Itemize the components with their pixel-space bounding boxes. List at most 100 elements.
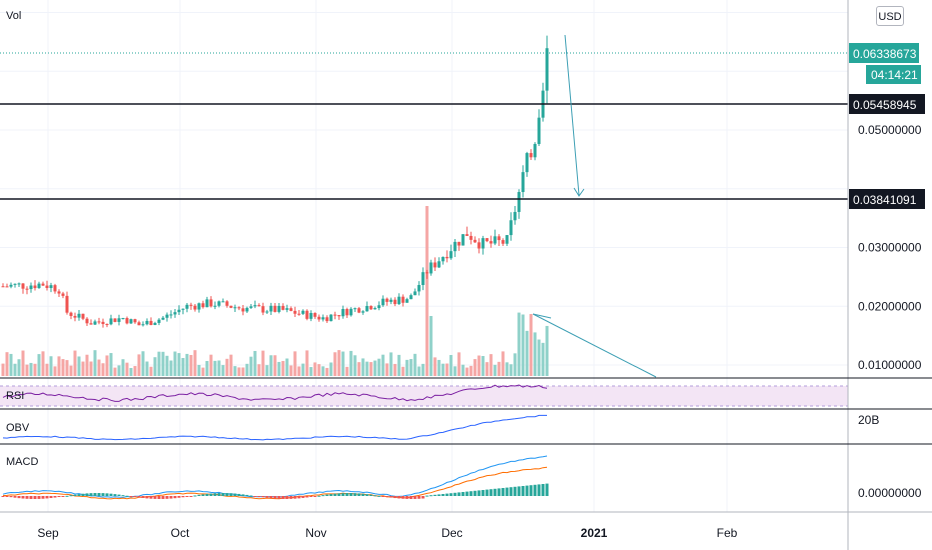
macd-histogram-bar: [389, 496, 393, 498]
volume-bar: [481, 356, 485, 376]
macd-histogram-bar: [197, 494, 201, 496]
candle-body: [105, 324, 109, 326]
volume-bar: [185, 353, 189, 376]
volume-bar: [397, 354, 401, 376]
macd-histogram-bar: [89, 493, 93, 496]
candlestick-series: [1, 35, 549, 328]
volume-bar: [137, 354, 141, 376]
volume-bar: [105, 355, 109, 376]
macd-histogram-bar: [241, 494, 245, 496]
macd-histogram-bar: [321, 495, 325, 497]
macd-histogram-bar: [253, 496, 257, 497]
countdown-label: 04:14:21: [871, 68, 918, 82]
macd-histogram-bar: [285, 496, 289, 499]
candle-body: [37, 283, 41, 289]
volume-bar: [533, 332, 537, 376]
volume-bar: [461, 364, 465, 376]
macd-histogram-bar: [493, 488, 497, 496]
volume-label: Vol: [6, 10, 21, 22]
candle-body: [201, 303, 205, 308]
macd-histogram-bar: [53, 496, 57, 498]
candle-body: [45, 285, 49, 288]
level-tag: [849, 94, 925, 114]
candle-body: [237, 307, 241, 309]
candle-body: [413, 291, 417, 296]
candle-body: [497, 236, 501, 241]
y-tick-label: 0.01000000: [858, 358, 922, 372]
macd-histogram-bar: [237, 493, 241, 496]
macd-histogram-bar: [149, 496, 153, 499]
candle-body: [97, 321, 101, 323]
macd-histogram-bar: [85, 493, 89, 496]
volume-bar: [201, 367, 205, 376]
volume-bar: [309, 367, 313, 376]
candle-body: [153, 322, 157, 325]
volume-bar: [405, 359, 409, 376]
volume-bar: [1, 363, 5, 376]
current-price-tag: [849, 43, 919, 63]
volume-bar: [265, 365, 269, 376]
macd-histogram-bar: [473, 490, 477, 496]
volume-bar: [209, 354, 213, 376]
macd-histogram-bar: [249, 495, 253, 497]
volume-bar: [205, 360, 209, 376]
candle-body: [537, 117, 541, 144]
volume-bar: [373, 360, 377, 376]
volume-bar: [261, 350, 265, 376]
candle-body: [513, 211, 517, 221]
macd-histogram-bar: [337, 493, 341, 496]
macd-signal-line: [2, 466, 548, 500]
volume-bar: [361, 358, 365, 376]
candle-body: [397, 296, 401, 305]
macd-histogram-bar: [101, 493, 105, 496]
candle-body: [81, 313, 85, 319]
volume-bar: [281, 360, 285, 376]
x-tick-label: Sep: [37, 526, 59, 540]
level-label: 0.03841091: [853, 193, 917, 207]
macd-histogram-bar: [369, 494, 373, 496]
candle-body: [177, 309, 181, 313]
candle-body: [529, 153, 533, 158]
volume-bar: [41, 351, 45, 376]
currency-button[interactable]: USD: [876, 6, 904, 26]
macd-histogram-bar: [29, 496, 33, 499]
volume-bar: [113, 367, 117, 376]
volume-bar: [177, 353, 181, 376]
volume-bar: [357, 362, 361, 376]
macd-histogram-bar: [313, 496, 317, 497]
volume-bar: [305, 350, 309, 376]
candle-body: [13, 283, 17, 285]
candle-body: [409, 295, 413, 300]
macd-histogram-bar: [433, 494, 437, 496]
volume-bar: [369, 362, 373, 376]
macd-histogram-bar: [545, 483, 549, 496]
macd-histogram-bar: [25, 496, 29, 499]
volume-bar: [193, 350, 197, 376]
macd-histogram-bar: [453, 492, 457, 496]
candle-body: [209, 299, 213, 307]
macd-histogram-bar: [325, 494, 329, 496]
candle-body: [385, 298, 389, 302]
macd-histogram-bar: [425, 495, 429, 497]
volume-bar: [69, 365, 73, 376]
candle-body: [273, 305, 277, 312]
candle-body: [477, 242, 481, 249]
volume-bar: [469, 365, 473, 376]
candle-body: [289, 308, 293, 311]
macd-histogram-bar: [437, 494, 441, 496]
volume-bar: [541, 342, 545, 376]
volume-bar: [321, 366, 325, 376]
volume-bar: [25, 364, 29, 376]
macd-histogram-bar: [329, 494, 333, 496]
candle-body: [337, 315, 341, 317]
candle-body: [469, 235, 473, 240]
volume-bar: [477, 355, 481, 376]
rsi-label: RSI: [6, 390, 24, 402]
volume-bar: [425, 206, 429, 376]
volume-bars: [1, 206, 549, 376]
macd-histogram-bar: [201, 494, 205, 496]
volume-bar: [5, 352, 9, 376]
volume-bar: [269, 355, 273, 376]
candle-body: [33, 285, 37, 289]
